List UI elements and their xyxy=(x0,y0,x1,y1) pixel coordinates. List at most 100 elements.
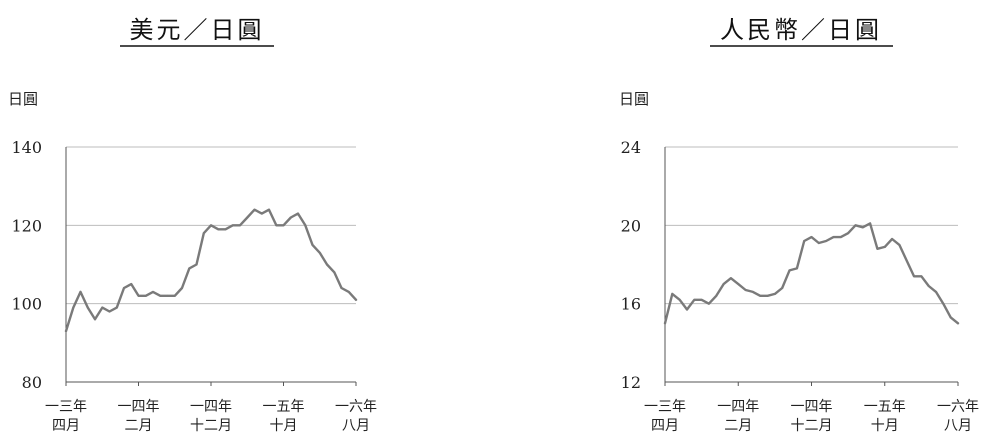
data-point xyxy=(239,224,241,227)
chart-title: 人民幣／日圓 xyxy=(720,16,882,44)
data-point xyxy=(781,287,784,289)
data-point xyxy=(839,236,842,239)
data-point xyxy=(355,298,357,301)
usd-jpy-chart-panel: 美元／日圓 日圓 80 100 120 140 一三年 四月 一四年 二月 一四年 十二月 一五年十… xyxy=(0,0,491,438)
data-point xyxy=(224,228,227,231)
data-point xyxy=(152,291,154,293)
y-tick-label: 20 xyxy=(621,216,641,235)
data-point xyxy=(664,322,666,325)
data-point xyxy=(730,277,732,280)
data-point xyxy=(913,275,915,278)
data-point xyxy=(810,236,813,239)
data-point xyxy=(766,294,769,297)
x-tick-label-month: 四月 xyxy=(52,418,80,434)
cny-jpy-chart-panel: 人民幣／日圓 日圓 12 16 20 24 一三年 四月 一四年 二月 一四年 十二月 一五年 十月 一… xyxy=(491,0,982,438)
data-point xyxy=(759,294,762,297)
data-point xyxy=(891,238,893,240)
x-tick-label-month: 八月 xyxy=(944,418,972,434)
data-point xyxy=(832,236,835,239)
x-tick-label-month: 二月 xyxy=(125,418,153,434)
x-tick-label-month: 十二月 xyxy=(190,418,232,434)
data-point xyxy=(869,222,871,225)
data-point xyxy=(744,289,747,291)
data-point xyxy=(700,298,703,301)
data-point xyxy=(796,267,798,270)
data-point xyxy=(159,294,162,297)
data-point xyxy=(144,294,147,297)
data-point xyxy=(788,269,791,272)
data-point xyxy=(935,291,937,293)
data-point xyxy=(217,228,220,231)
y-tick-label: 80 xyxy=(22,373,42,392)
data-point xyxy=(311,244,314,246)
data-point xyxy=(94,318,96,321)
data-point xyxy=(253,208,256,211)
data-point xyxy=(693,298,696,301)
x-tick-label-year: 一四年 xyxy=(717,399,759,415)
data-point xyxy=(678,298,681,301)
data-point xyxy=(825,240,827,242)
data-point xyxy=(130,283,133,285)
data-point xyxy=(115,306,118,309)
data-point xyxy=(920,275,923,278)
data-point xyxy=(326,263,328,266)
x-tick-label-year: 一五年 xyxy=(864,399,906,415)
y-axis-label: 日圓 xyxy=(8,90,38,108)
data-point xyxy=(123,287,125,289)
data-point xyxy=(686,308,688,311)
data-point xyxy=(275,224,278,227)
data-point xyxy=(708,302,710,305)
data-point xyxy=(246,216,249,219)
data-point xyxy=(137,294,140,297)
data-point xyxy=(289,216,292,219)
series-line xyxy=(663,222,960,325)
data-point xyxy=(65,330,67,332)
data-point xyxy=(957,322,959,325)
data-point xyxy=(181,287,183,289)
data-point xyxy=(260,212,263,215)
x-tick-label-year: 一六年 xyxy=(937,399,979,415)
data-point xyxy=(210,224,212,227)
data-point xyxy=(101,306,104,309)
series-line xyxy=(64,208,358,333)
y-tick-label: 140 xyxy=(11,138,42,157)
data-point xyxy=(79,291,82,293)
data-point xyxy=(876,247,879,250)
x-tick-label-year: 一四年 xyxy=(791,399,833,415)
x-tick-label-year: 一三年 xyxy=(644,399,686,415)
y-tick-label: 16 xyxy=(621,295,641,314)
data-point xyxy=(72,306,75,309)
data-point xyxy=(942,302,945,305)
x-tick-label-year: 一四年 xyxy=(118,399,160,415)
y-tick-label: 12 xyxy=(621,373,641,392)
data-point xyxy=(898,244,901,246)
data-point xyxy=(905,259,908,262)
x-tick-label-month: 十月 xyxy=(871,418,899,434)
data-point xyxy=(722,283,725,285)
y-tick-label: 120 xyxy=(11,216,42,235)
data-point xyxy=(282,224,285,227)
data-point xyxy=(949,316,952,319)
data-point xyxy=(268,208,270,211)
data-point xyxy=(817,242,820,244)
data-point xyxy=(752,291,754,293)
data-point xyxy=(927,285,930,287)
x-tick-label-year: 一三年 xyxy=(45,399,87,415)
data-point xyxy=(318,251,321,254)
data-point xyxy=(737,283,740,285)
x-tick-label-year: 一四年 xyxy=(190,399,232,415)
data-point xyxy=(166,294,169,297)
data-point xyxy=(803,240,806,242)
data-point xyxy=(671,293,674,295)
x-tick-label-year: 一五年 xyxy=(263,399,305,415)
data-point xyxy=(883,246,886,248)
data-point xyxy=(173,294,176,297)
data-point xyxy=(304,224,307,227)
data-point xyxy=(202,232,205,235)
data-point xyxy=(231,224,234,227)
data-point xyxy=(333,271,336,274)
data-point xyxy=(340,287,343,289)
